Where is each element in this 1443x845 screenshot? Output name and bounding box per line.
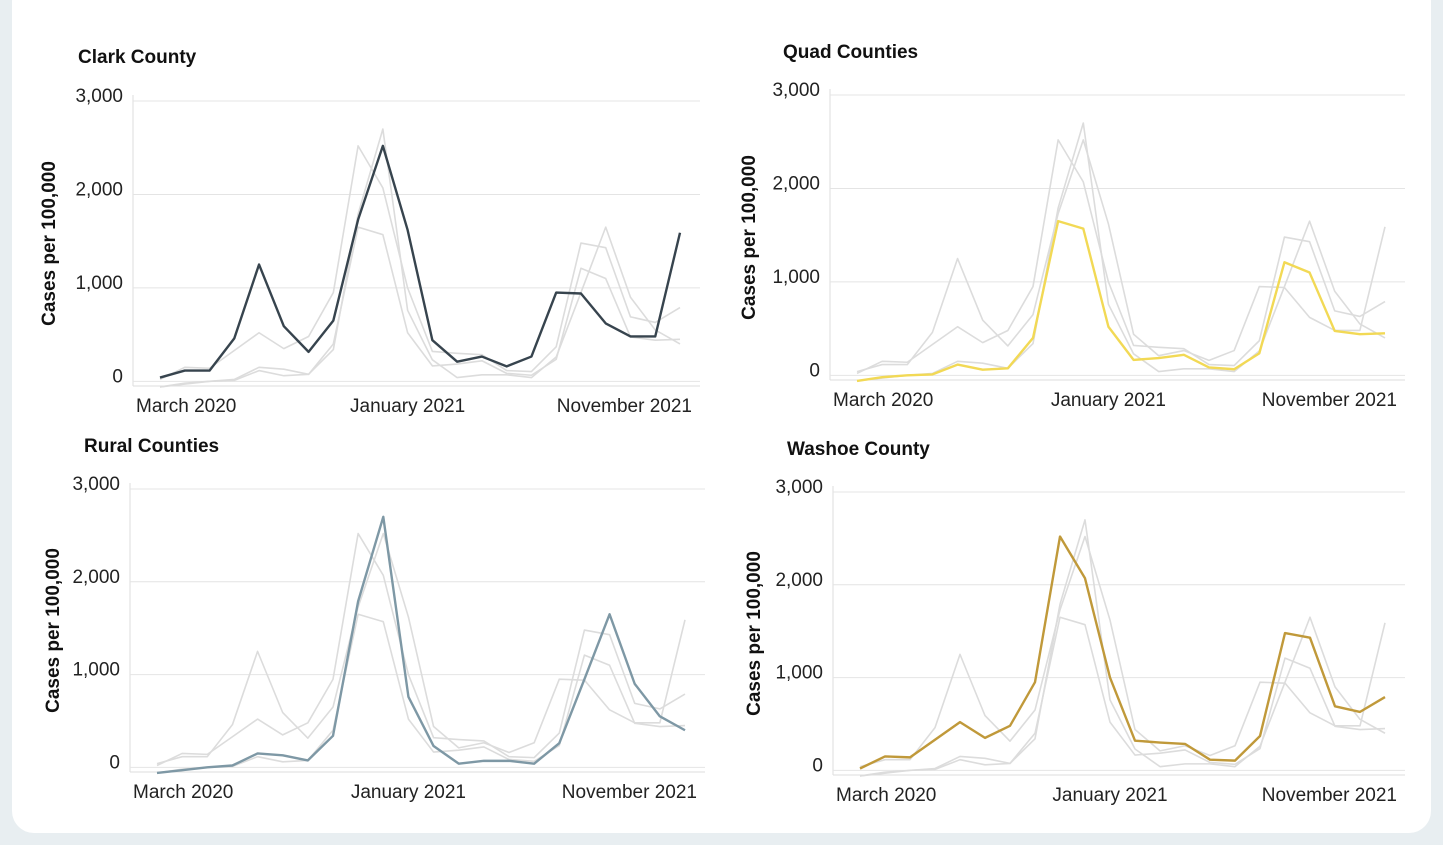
x-tick-label: March 2020 (133, 782, 233, 803)
x-tick-label: March 2020 (836, 785, 936, 806)
series-line (159, 226, 681, 388)
y-tick-label: 3,000 (772, 80, 820, 101)
x-tick-label: January 2021 (1052, 785, 1167, 806)
series-line (156, 532, 686, 765)
panel-title: Clark County (78, 47, 197, 68)
y-tick-label: 2,000 (72, 567, 120, 588)
y-tick-label: 3,000 (775, 477, 823, 498)
series-line (156, 613, 686, 774)
x-tick-label: March 2020 (136, 396, 236, 417)
y-tick-label: 0 (112, 366, 123, 387)
y-axis-label: Cases per 100,000 (744, 551, 765, 716)
series-line (859, 519, 1386, 777)
y-tick-label: 2,000 (772, 173, 820, 194)
y-tick-label: 2,000 (775, 570, 823, 591)
x-tick-label: November 2021 (562, 782, 697, 803)
y-tick-label: 0 (809, 360, 820, 381)
y-axis-label: Cases per 100,000 (739, 155, 760, 320)
series-line (156, 515, 686, 775)
series-line (856, 139, 1386, 373)
series-line (859, 616, 1386, 777)
panel-title: Washoe County (787, 439, 930, 460)
series-line (859, 535, 1386, 770)
x-tick-label: November 2021 (557, 396, 692, 417)
x-tick-label: March 2020 (833, 390, 933, 411)
series-line (156, 532, 686, 767)
x-tick-label: November 2021 (1262, 785, 1397, 806)
y-tick-label: 3,000 (72, 474, 120, 495)
y-axis-label: Cases per 100,000 (43, 548, 64, 713)
series-line (856, 122, 1386, 382)
y-tick-label: 0 (109, 752, 120, 773)
y-tick-label: 1,000 (72, 660, 120, 681)
y-tick-label: 1,000 (775, 663, 823, 684)
panel-title: Quad Counties (783, 42, 918, 63)
y-tick-label: 2,000 (75, 179, 123, 200)
series-line (159, 145, 681, 381)
y-tick-label: 0 (812, 755, 823, 776)
y-axis-label: Cases per 100,000 (39, 161, 60, 326)
x-tick-label: January 2021 (1051, 390, 1166, 411)
card (12, 0, 1431, 833)
x-tick-label: January 2021 (351, 782, 466, 803)
x-tick-label: November 2021 (1262, 390, 1397, 411)
series-line (856, 219, 1386, 383)
x-tick-label: January 2021 (350, 396, 465, 417)
series-line (856, 139, 1386, 375)
y-tick-label: 1,000 (772, 267, 820, 288)
series-line (859, 535, 1386, 768)
y-tick-label: 1,000 (75, 273, 123, 294)
y-tick-label: 3,000 (75, 86, 123, 107)
series-line (159, 144, 682, 379)
panel-title: Rural Counties (84, 436, 219, 457)
series-line (159, 128, 681, 388)
